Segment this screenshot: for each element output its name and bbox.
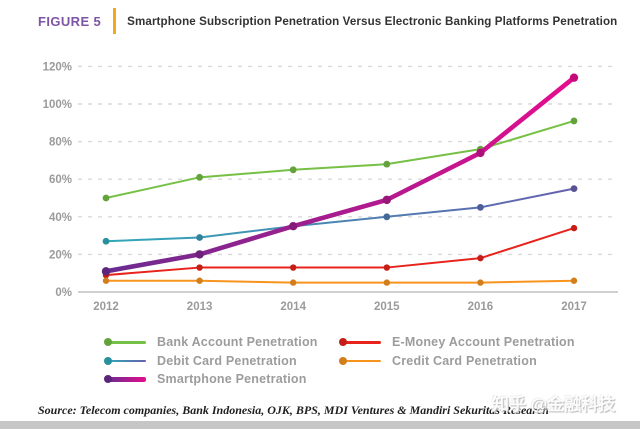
figure-number-label: FIGURE 5 (38, 13, 102, 29)
data-point (570, 224, 578, 232)
data-point (102, 277, 110, 284)
legend-column-right: E-Money Account Penetration Credit Card P… (339, 333, 575, 370)
data-point (290, 264, 297, 271)
legend-label: Credit Card Penetration (392, 353, 537, 368)
data-point (570, 117, 578, 125)
data-point (196, 277, 203, 284)
y-tick-label: 60% (49, 174, 72, 186)
data-point (476, 148, 485, 158)
data-point (382, 195, 391, 205)
x-tick-label: 2014 (280, 301, 306, 313)
data-point (101, 267, 111, 276)
series-line-0 (105, 119, 575, 199)
legend-label: Smartphone Penetration (157, 372, 307, 387)
chart-canvas: 120% 100% 80% 60% 40% 20% 0% 2012 2013 2014 2015 20… (43, 61, 618, 313)
y-tick-label: 20% (49, 249, 72, 261)
data-point (477, 279, 484, 286)
bottom-bar (0, 421, 640, 429)
data-point (289, 222, 298, 231)
legend-item: Bank Account Penetration (104, 333, 318, 352)
legend-swatch-icon (104, 337, 146, 347)
y-tick-label: 40% (49, 212, 72, 224)
y-tick-label: 0% (55, 287, 72, 299)
data-point (383, 160, 391, 168)
data-point (570, 277, 578, 284)
watermark: 知乎 @金融科技 (492, 395, 616, 414)
y-tick-label: 80% (49, 137, 72, 149)
data-point (102, 237, 110, 245)
data-point (477, 254, 484, 262)
x-tick-label: 2012 (93, 301, 119, 313)
legend-item: Credit Card Penetration (339, 352, 575, 371)
legend-item: Smartphone Penetration (104, 370, 318, 389)
data-point (196, 234, 204, 241)
data-point (569, 73, 579, 82)
legend-column-left: Bank Account Penetration Debit Card Penet… (104, 333, 318, 389)
legend-label: E-Money Account Penetration (392, 335, 575, 350)
series-line-4 (105, 279, 575, 284)
data-point (102, 194, 110, 202)
data-point (195, 250, 204, 259)
source-note: Source: Telecom companies, Bank Indonesi… (38, 403, 549, 417)
legend-swatch-icon (339, 356, 381, 366)
figure-title: Smartphone Subscription Penetration Vers… (127, 14, 618, 28)
data-point (196, 173, 204, 181)
data-point (290, 279, 297, 286)
legend-item: E-Money Account Penetration (339, 333, 575, 352)
series-line-1 (105, 187, 575, 243)
legend-label: Debit Card Penetration (157, 353, 297, 368)
data-point (477, 204, 484, 211)
line-chart: 120% 100% 80% 60% 40% 20% 0% 2012 2013 2014 2015 20… (0, 50, 640, 320)
series-line-3 (105, 227, 575, 277)
data-point (570, 185, 578, 193)
y-tick-label: 120% (43, 61, 72, 73)
series-line-2 (103, 75, 577, 274)
x-tick-label: 2015 (374, 301, 400, 313)
legend-swatch-icon (339, 337, 381, 347)
y-tick-label: 100% (43, 99, 72, 111)
data-point (383, 213, 391, 221)
legend-label: Bank Account Penetration (157, 335, 318, 350)
header-divider (113, 8, 117, 34)
x-tick-label: 2016 (468, 301, 494, 313)
legend-swatch-icon (104, 374, 146, 384)
data-point (383, 264, 390, 271)
legend-swatch-icon (104, 356, 146, 366)
figure-header: FIGURE 5 Smartphone Subscription Penetra… (38, 8, 617, 34)
data-point (289, 166, 297, 174)
data-point (383, 279, 390, 286)
data-point (196, 264, 203, 271)
x-tick-label: 2013 (187, 301, 213, 313)
x-tick-label: 2017 (561, 301, 587, 313)
legend-item: Debit Card Penetration (104, 352, 318, 371)
